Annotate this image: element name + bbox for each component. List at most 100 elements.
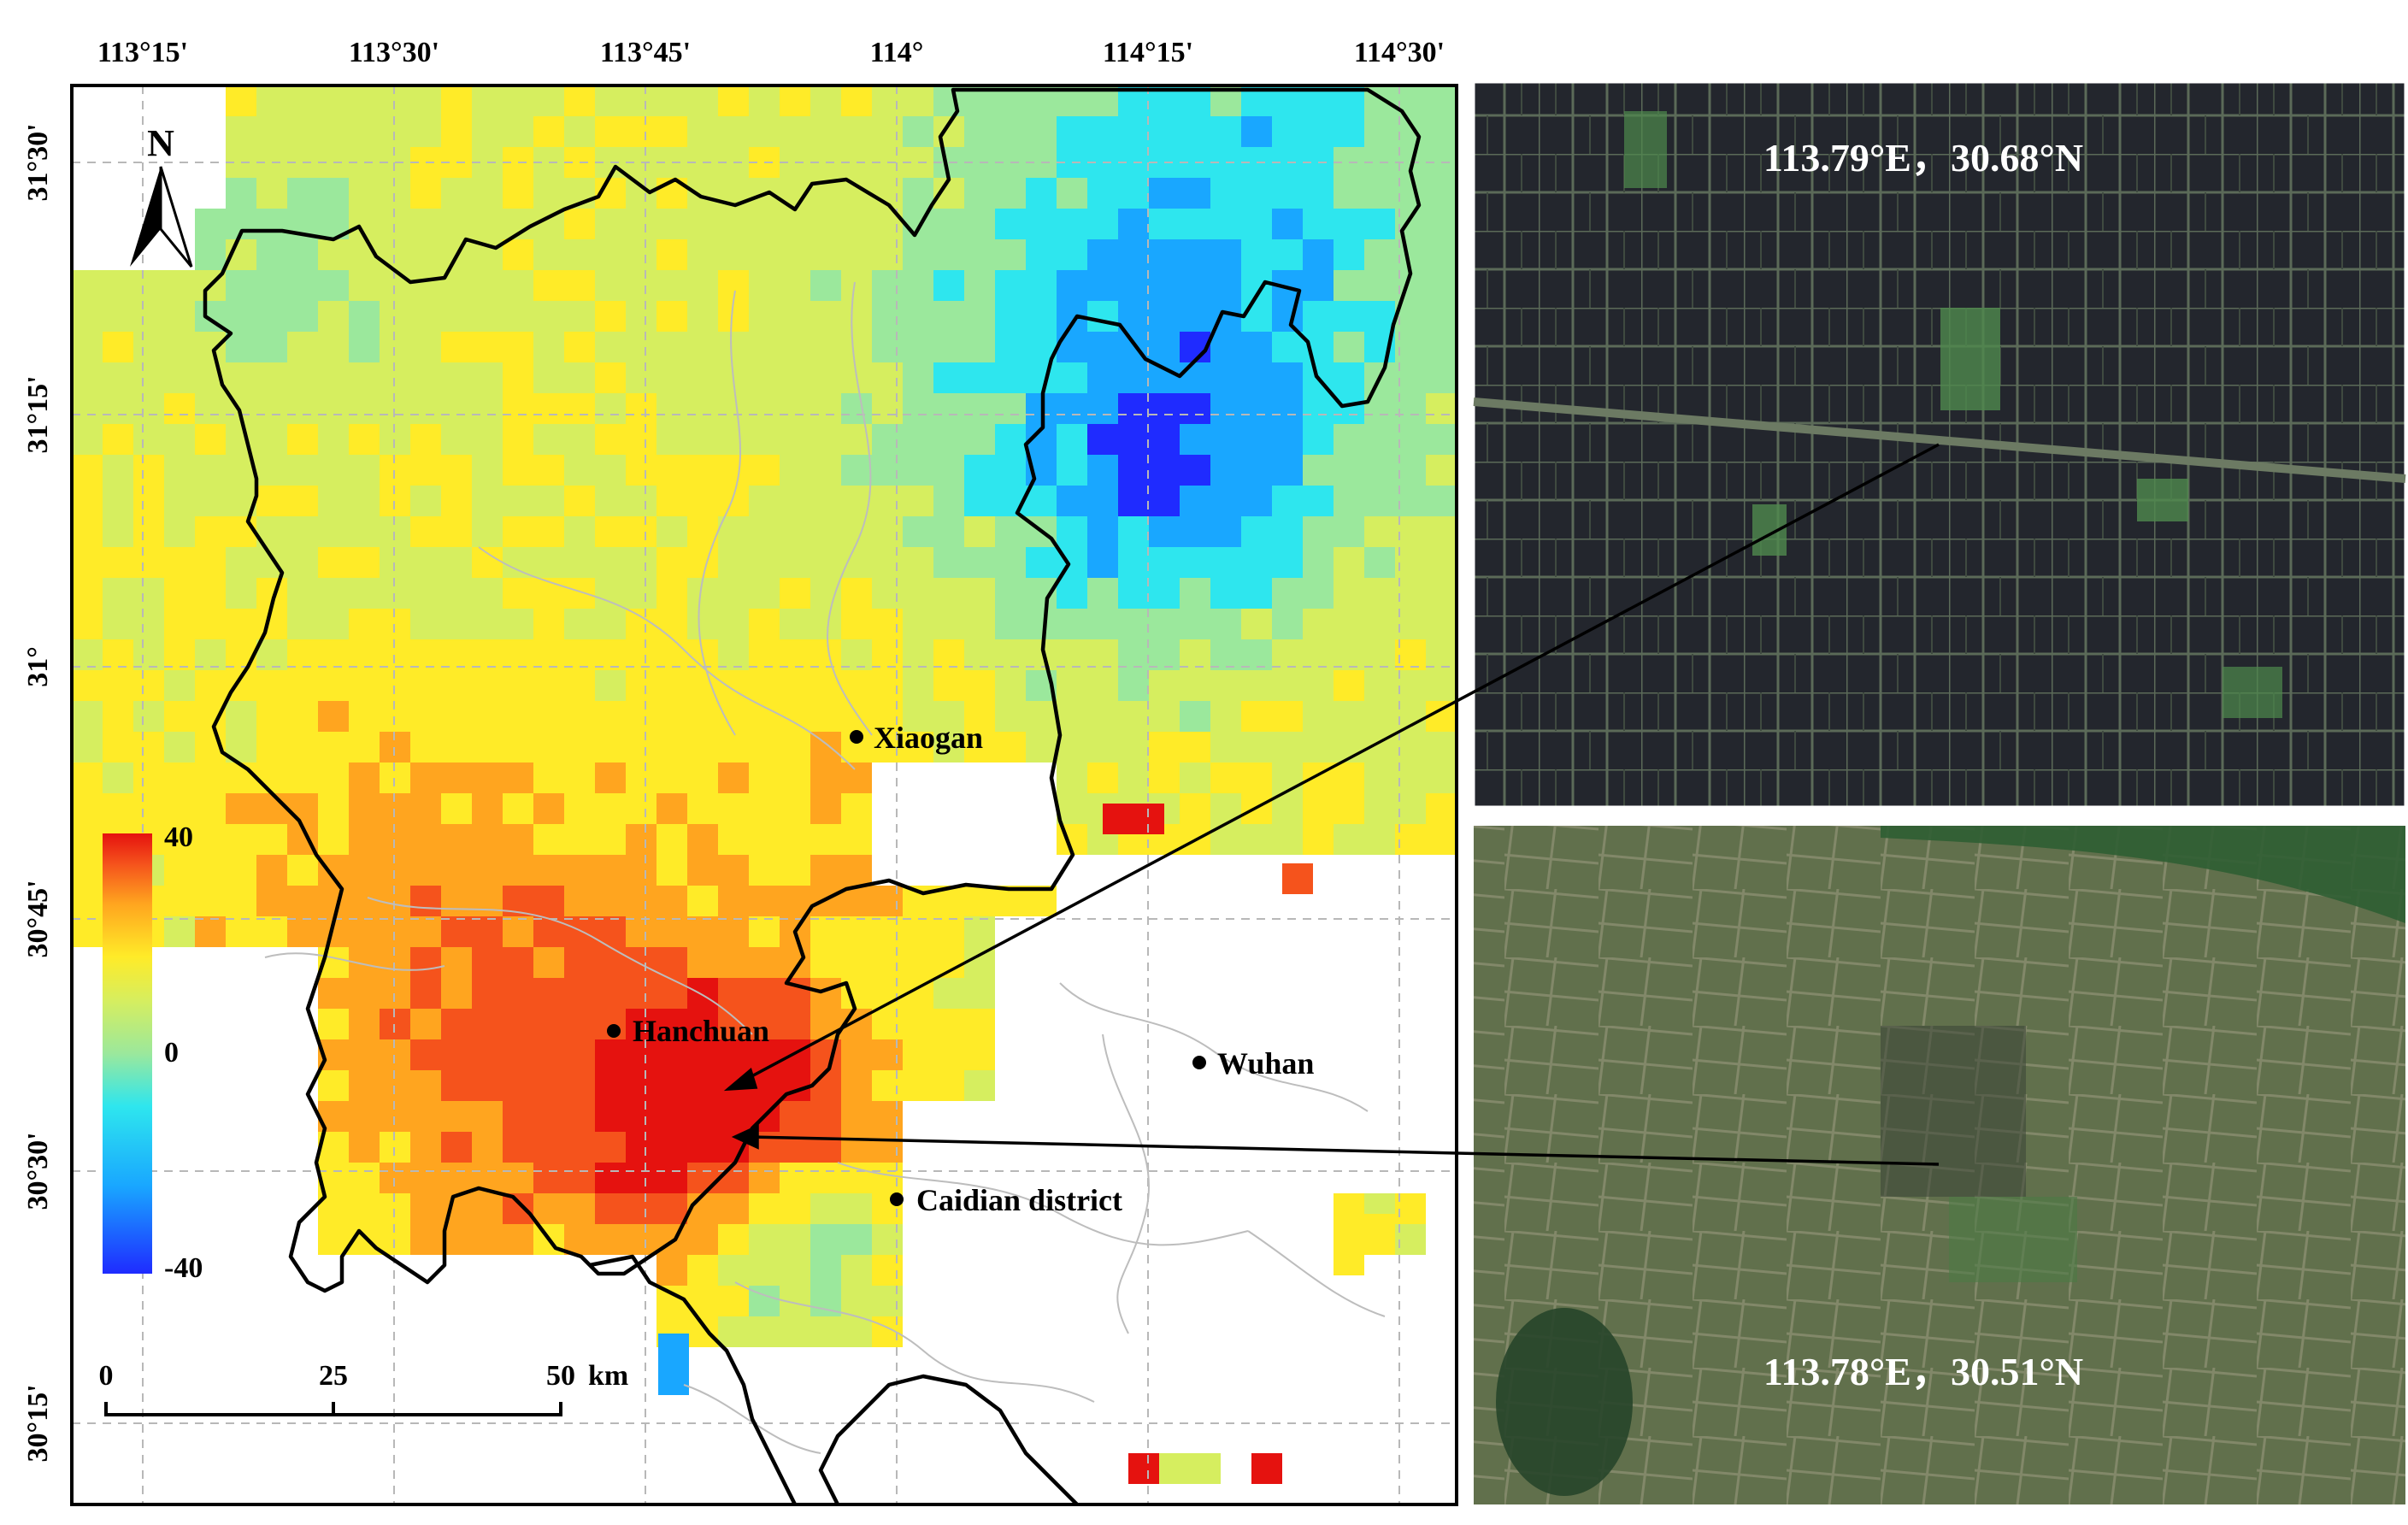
raster-cell (872, 1255, 903, 1286)
raster-cell (103, 332, 133, 362)
raster-cell (195, 609, 226, 639)
raster-cell (472, 793, 503, 824)
raster-cell (718, 639, 749, 670)
raster-cell (841, 947, 872, 978)
raster-cell (503, 1132, 533, 1163)
raster-cell (72, 516, 103, 547)
raster-cell (226, 85, 256, 116)
raster-cell (472, 1070, 503, 1101)
raster-cell (164, 793, 195, 824)
raster-cell (226, 762, 256, 793)
raster-cell (903, 393, 933, 424)
raster-cell (1149, 670, 1180, 701)
raster-cell (1180, 732, 1210, 762)
raster-cell (410, 1224, 441, 1255)
raster-cell (318, 793, 349, 824)
raster-cell (410, 332, 441, 362)
raster-cell (718, 547, 749, 578)
raster-cell (1426, 547, 1457, 578)
raster-cell (1057, 209, 1087, 239)
raster-cell (903, 85, 933, 116)
raster-cell (626, 270, 656, 301)
raster-cell (780, 762, 810, 793)
raster-cell (656, 886, 687, 916)
scale-50: 50 (546, 1360, 575, 1392)
raster-cell (1210, 424, 1241, 455)
raster-cell (810, 793, 841, 824)
longitude-labels: 113°15' 113°30' 113°45' 114° 114°15' 114… (97, 37, 1445, 68)
raster-cell (626, 1132, 656, 1163)
raster-cell (626, 947, 656, 978)
raster-cell (595, 732, 626, 762)
raster-cell (687, 547, 718, 578)
raster-cell (903, 732, 933, 762)
raster-cell (780, 1009, 810, 1039)
raster-cell (103, 516, 133, 547)
raster-cell (995, 732, 1026, 762)
photo-coord-label-bottom: 113.78°E，30.51°N (1763, 1350, 2083, 1393)
raster-cell (164, 424, 195, 455)
raster-cell (164, 670, 195, 701)
raster-cell (164, 455, 195, 486)
raster-cell (780, 270, 810, 301)
raster-cell (687, 332, 718, 362)
raster-cell (995, 209, 1026, 239)
raster-cell (995, 516, 1026, 547)
raster-cell (872, 393, 903, 424)
raster-cell (1364, 547, 1395, 578)
raster-cell (626, 424, 656, 455)
raster-cell (410, 116, 441, 147)
raster-cell (1334, 270, 1364, 301)
raster-cell (1118, 547, 1149, 578)
raster-cell (1241, 178, 1272, 209)
raster-cell (903, 1039, 933, 1070)
raster-cell (626, 116, 656, 147)
raster-cell (810, 947, 841, 978)
raster-cell (1241, 455, 1272, 486)
raster-cell (72, 916, 103, 947)
raster-cell (687, 85, 718, 116)
raster-cell (441, 1132, 472, 1163)
raster-cell (1026, 301, 1057, 332)
raster-cell (1334, 362, 1364, 393)
raster-cell (841, 916, 872, 947)
raster-cell (1303, 239, 1334, 270)
raster-cell (1272, 701, 1303, 732)
raster-cell (595, 270, 626, 301)
raster-cell (995, 178, 1026, 209)
raster-cell (1118, 116, 1149, 147)
raster-cell (256, 332, 287, 362)
raster-cell (256, 455, 287, 486)
raster-cell (164, 393, 195, 424)
raster-cell (626, 824, 656, 855)
raster-cell (687, 855, 718, 886)
raster-cell (656, 486, 687, 516)
raster-cell (349, 1163, 380, 1193)
raster-cell (1251, 1453, 1282, 1484)
raster-cell (441, 793, 472, 824)
raster-cell (718, 701, 749, 732)
raster-cell (441, 209, 472, 239)
raster-cell (626, 486, 656, 516)
raster-cell (1026, 116, 1057, 147)
raster-cell (1026, 486, 1057, 516)
raster-cell (287, 332, 318, 362)
raster-cell (810, 239, 841, 270)
raster-cell (841, 701, 872, 732)
raster-cell (287, 670, 318, 701)
raster-cell (164, 578, 195, 609)
raster-cell (626, 978, 656, 1009)
raster-cell (841, 578, 872, 609)
raster-cell (1334, 793, 1364, 824)
raster-cell (472, 1009, 503, 1039)
raster-cell (1057, 270, 1087, 301)
raster-cell (226, 824, 256, 855)
raster-cell (718, 1286, 749, 1316)
raster-cell (749, 1009, 780, 1039)
raster-cell (410, 1132, 441, 1163)
raster-cell (872, 362, 903, 393)
raster-cell (841, 1039, 872, 1070)
raster-cell (1180, 578, 1210, 609)
raster-cell (718, 424, 749, 455)
raster-cell (1426, 209, 1457, 239)
